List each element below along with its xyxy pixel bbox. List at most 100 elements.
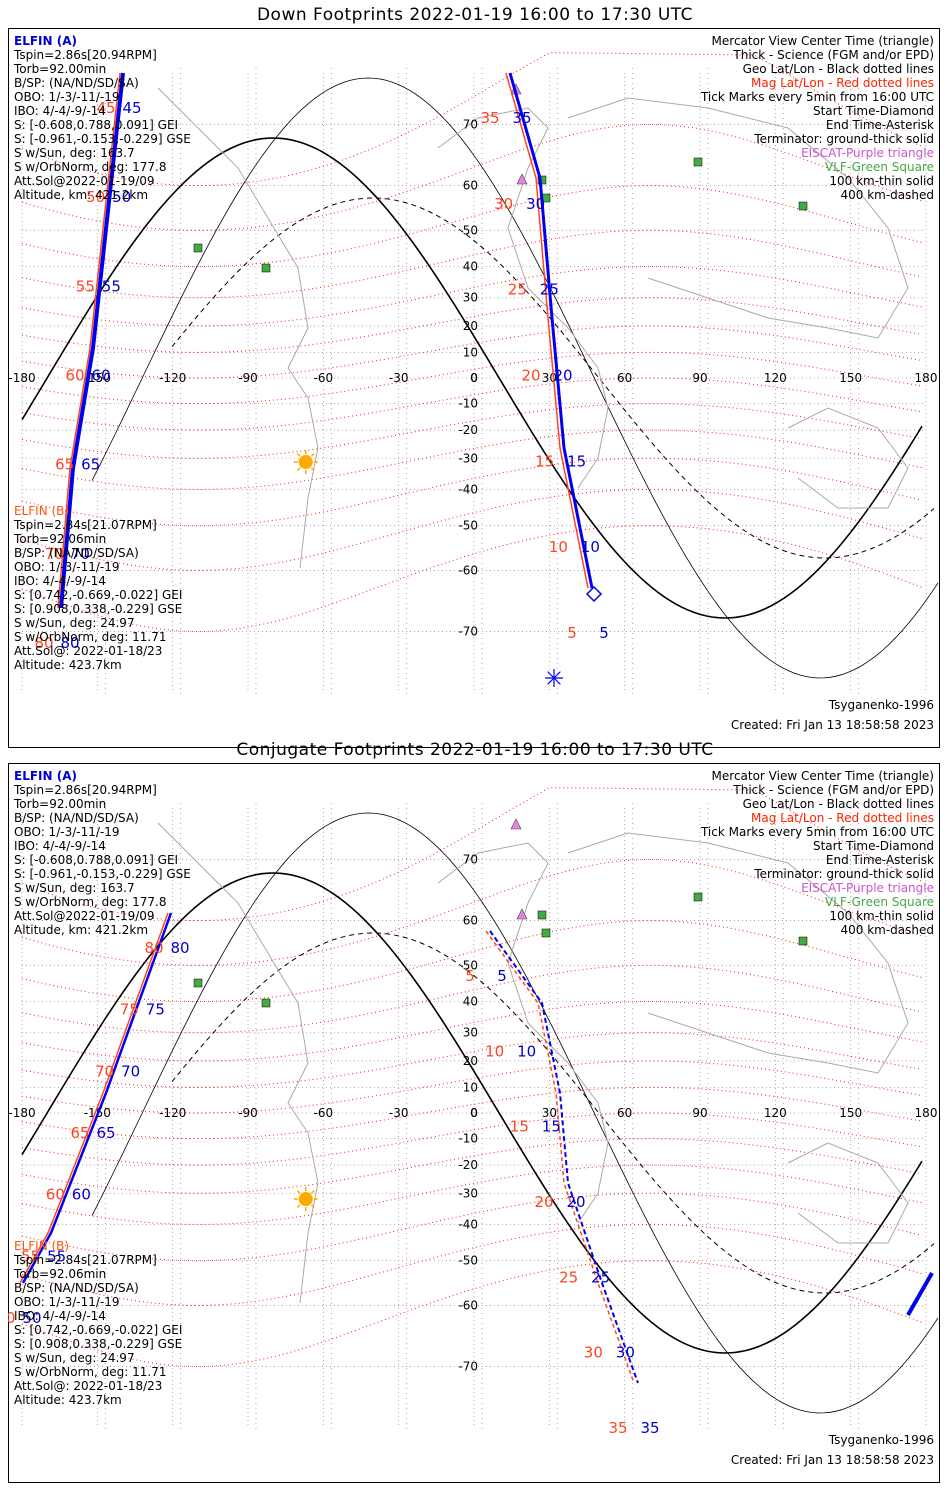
latitude-tick-label: -30 — [458, 451, 478, 465]
map-panel-down: -180 -150 -120 -90 -60 -30 0 30 60 90 120 150 180 70 6… — [8, 28, 940, 748]
map-canvas: -180 -150 -120 -90 -60 -30 0 30 60 90 120 150 180706… — [8, 28, 940, 748]
track-a-tick-label: 70 — [71, 545, 90, 563]
info-line: S w/OrbNorm, deg: 11.71 — [14, 630, 167, 644]
sun-ray — [310, 452, 315, 457]
track-b-tick-label: 15 — [542, 1118, 561, 1136]
info-line: Altitude: 423.7km — [14, 1393, 122, 1407]
vlf-station-icon — [193, 243, 203, 253]
latitude-tick-label: -20 — [458, 1158, 478, 1172]
track-b-tick-label: 5 — [599, 624, 609, 642]
vlf-station-icon — [798, 936, 808, 946]
track-a-tick-label: 50 — [112, 188, 131, 206]
longitude-tick-label: -30 — [389, 1106, 409, 1120]
info-line: Torb=92.06min — [14, 532, 107, 546]
track-b-science — [508, 72, 594, 589]
track-a-mag — [57, 72, 121, 609]
legend-item: Geo Lat/Lon - Black dotted lines — [742, 62, 934, 76]
track-a-tick-label: 70 — [45, 545, 64, 563]
end-time-asterisk-icon — [547, 671, 561, 685]
sun-ray — [310, 467, 315, 472]
track-a-tick-label: 55 — [102, 277, 121, 295]
latitude-tick-label: -20 — [458, 423, 478, 437]
mag-latitude-line — [21, 787, 923, 922]
track-b-tick-label: 15 — [535, 452, 554, 470]
track-a-tick-label: 50 — [22, 1309, 41, 1327]
mag-latitude-line — [21, 429, 923, 490]
panel-title: Conjugate Footprints 2022-01-19 16:00 to… — [236, 740, 714, 760]
vlf-station-icon — [693, 892, 703, 902]
mag-latitude-line — [21, 1192, 923, 1262]
legend-item: Thick - Science (FGM and/or EPD) — [733, 48, 934, 62]
terminator-100km — [91, 77, 939, 679]
info-line: S: [0.742,-0.669,-0.022] GEI — [14, 588, 183, 602]
info-line: OBO: 1/-3/-11/-19 — [14, 560, 120, 574]
track-b-tick-label: 35 — [640, 1419, 659, 1437]
longitude-tick-label: -90 — [238, 371, 258, 385]
latitude-tick-label: -60 — [458, 1298, 478, 1312]
info-line: Altitude: 423.7km — [14, 658, 122, 672]
info-line: S w/Sun, deg: 24.97 — [14, 616, 135, 630]
latitude-tick-label: 0 — [470, 1106, 478, 1120]
info-line: IBO: 4/-4/-9/-14 — [14, 574, 106, 588]
info-line: B/SP: (NA/ND/SD/SA) — [14, 811, 139, 825]
longitude-tick-label: -120 — [159, 371, 186, 385]
legend-item: Mercator View Center Time (triangle) — [711, 34, 934, 48]
latitude-tick-label: 0 — [470, 371, 478, 385]
panel-title: Down Footprints 2022-01-19 16:00 to 17:3… — [256, 5, 694, 25]
track-a-tick-label: 70 — [121, 1062, 140, 1080]
legend-item: VLF-Green Square — [825, 895, 934, 909]
legend-item: End Time-Asterisk — [825, 118, 934, 132]
latitude-tick-label: -70 — [458, 1360, 478, 1374]
eiscat-station-icon — [510, 818, 522, 830]
track-b-tick-label: 10 — [517, 1042, 536, 1060]
latitude-tick-label: -70 — [458, 625, 478, 639]
track-a-science — [21, 912, 173, 1284]
legend-item: 400 km-dashed — [840, 188, 934, 202]
legend-item: 100 km-thin solid — [829, 174, 934, 188]
legend-item: Thick - Science (FGM and/or EPD) — [733, 783, 934, 797]
info-line: S: [0.908,0.338,-0.229] GSE — [14, 602, 183, 616]
track-b-tick-label: 20 — [553, 367, 572, 385]
latitude-tick-label: -40 — [458, 482, 478, 496]
track-a-tick-label: 65 — [81, 456, 100, 474]
track-a-tick-label: 65 — [96, 1124, 115, 1142]
info-line: IBO: 4/-4/-9/-14 — [14, 104, 106, 118]
spacecraft-b-label: ELFIN (B) — [14, 1239, 70, 1253]
track-a-tick-label: 80 — [34, 634, 53, 652]
mag-latitude-line — [21, 1001, 923, 1062]
track-a-tick-label: 60 — [46, 1186, 65, 1204]
track-a-tick-label: 55 — [47, 1247, 66, 1265]
info-block-a: ELFIN (A) Tspin=2.86s[20.94RPM] Torb=92.0… — [14, 34, 191, 202]
track-b-tick-label: 25 — [591, 1268, 610, 1286]
latitude-tick-label: 70 — [463, 117, 478, 131]
track-b-tick-label: 30 — [616, 1344, 635, 1362]
info-line: S: [-0.608,0.788,0.091] GEI — [14, 853, 179, 867]
latitude-tick-label: 10 — [463, 1080, 478, 1094]
longitude-tick-label: -180 — [8, 1106, 35, 1120]
info-line: S: [-0.608,0.788,0.091] GEI — [14, 118, 179, 132]
track-b-tick-label: 20 — [534, 1193, 553, 1211]
latitude-tick-label: 70 — [463, 852, 478, 866]
longitude-tick-label: 90 — [692, 371, 707, 385]
mag-latitude-line — [21, 1223, 923, 1306]
legend-item: Start Time-Diamond — [812, 104, 934, 118]
legend-item: End Time-Asterisk — [825, 853, 934, 867]
vlf-station-icon — [193, 978, 203, 988]
latitude-tick-label: 50 — [463, 958, 478, 972]
track-b-tick-label: 30 — [584, 1344, 603, 1362]
latitude-tick-label: -50 — [458, 519, 478, 533]
info-line: Tspin=2.84s[21.07RPM] — [14, 1253, 157, 1267]
mag-latitude-line — [21, 1164, 923, 1225]
info-line: Tspin=2.86s[20.94RPM] — [14, 783, 157, 797]
longitude-tick-label: 180 — [915, 371, 938, 385]
latitude-tick-label: 30 — [463, 1026, 478, 1040]
mag-latitude-line — [21, 123, 923, 231]
eiscat-station-icon — [516, 173, 528, 185]
info-line: Att.Sol@: 2022-01-18/23 — [14, 644, 163, 658]
info-line: Torb=92.06min — [14, 1267, 107, 1281]
sun-ray — [296, 1189, 301, 1194]
track-a-tick-label: 50 — [86, 188, 105, 206]
track-b-tick-label: 30 — [494, 195, 513, 213]
latitude-tick-label: -30 — [458, 1186, 478, 1200]
longitude-tick-label: 150 — [839, 1106, 862, 1120]
